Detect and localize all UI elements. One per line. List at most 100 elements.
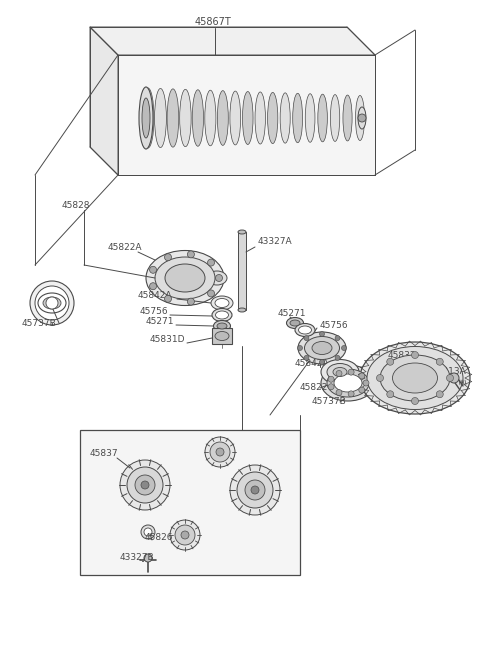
Ellipse shape [214, 320, 230, 331]
Circle shape [187, 251, 194, 258]
Text: 45271: 45271 [146, 318, 175, 326]
Ellipse shape [321, 365, 375, 401]
Ellipse shape [327, 369, 369, 397]
Circle shape [328, 376, 334, 383]
Circle shape [298, 345, 302, 350]
Ellipse shape [334, 374, 362, 392]
Text: 45271: 45271 [278, 309, 307, 318]
Ellipse shape [367, 346, 463, 409]
Circle shape [358, 114, 366, 122]
Circle shape [127, 467, 163, 503]
Circle shape [411, 398, 419, 405]
Circle shape [320, 360, 324, 364]
Circle shape [446, 375, 454, 381]
Ellipse shape [267, 92, 278, 143]
Text: 45867T: 45867T [195, 17, 232, 27]
Ellipse shape [180, 89, 191, 147]
Circle shape [30, 281, 74, 325]
Ellipse shape [205, 90, 216, 146]
Circle shape [411, 352, 419, 358]
Text: 45822: 45822 [300, 383, 328, 392]
Circle shape [336, 390, 342, 396]
Ellipse shape [330, 94, 340, 141]
Circle shape [46, 297, 58, 309]
Circle shape [341, 345, 347, 350]
Circle shape [359, 387, 365, 393]
Ellipse shape [43, 297, 61, 309]
Ellipse shape [155, 257, 215, 299]
Circle shape [216, 274, 223, 282]
Text: 45737B: 45737B [312, 398, 347, 407]
Polygon shape [90, 27, 118, 175]
Text: 43327A: 43327A [258, 238, 293, 246]
Ellipse shape [293, 93, 302, 143]
Ellipse shape [356, 96, 364, 141]
Ellipse shape [217, 323, 227, 329]
Circle shape [150, 267, 156, 273]
Polygon shape [90, 27, 375, 55]
Ellipse shape [380, 355, 450, 401]
Circle shape [210, 442, 230, 462]
Circle shape [336, 371, 342, 377]
Circle shape [181, 531, 189, 539]
Ellipse shape [192, 90, 204, 146]
Text: 45832: 45832 [388, 350, 417, 360]
Ellipse shape [333, 367, 347, 377]
Ellipse shape [205, 437, 235, 467]
Text: 45828: 45828 [62, 200, 91, 210]
Text: 45813A: 45813A [432, 367, 467, 377]
Ellipse shape [321, 360, 359, 384]
Ellipse shape [360, 342, 470, 414]
Ellipse shape [142, 88, 154, 148]
Text: 45756: 45756 [320, 320, 348, 329]
Ellipse shape [120, 460, 170, 510]
Ellipse shape [211, 296, 233, 310]
Ellipse shape [139, 87, 153, 149]
Ellipse shape [167, 89, 179, 147]
Circle shape [150, 283, 156, 290]
Circle shape [175, 525, 195, 545]
Ellipse shape [305, 94, 315, 142]
Ellipse shape [295, 324, 315, 337]
Ellipse shape [165, 264, 205, 292]
Circle shape [165, 295, 171, 303]
Ellipse shape [212, 309, 232, 322]
Circle shape [387, 358, 394, 365]
Circle shape [251, 486, 259, 494]
Bar [80, 430, 300, 575]
Ellipse shape [230, 91, 240, 145]
Ellipse shape [290, 320, 300, 326]
Circle shape [359, 373, 365, 379]
Circle shape [144, 528, 152, 536]
Circle shape [237, 472, 273, 508]
Circle shape [187, 298, 194, 305]
Ellipse shape [255, 92, 265, 144]
Ellipse shape [141, 525, 155, 539]
Ellipse shape [358, 107, 366, 129]
Text: 45837: 45837 [90, 449, 119, 457]
Ellipse shape [242, 92, 253, 145]
Text: 45822A: 45822A [108, 244, 143, 252]
Ellipse shape [238, 308, 246, 312]
Ellipse shape [217, 90, 228, 145]
Text: 45826: 45826 [145, 533, 173, 542]
Circle shape [436, 391, 443, 398]
Circle shape [348, 391, 354, 397]
Text: 45737B: 45737B [22, 318, 57, 328]
Circle shape [449, 373, 459, 383]
Polygon shape [118, 55, 375, 175]
Circle shape [320, 331, 324, 337]
Text: 43327B: 43327B [120, 553, 155, 563]
Circle shape [335, 335, 340, 341]
Circle shape [304, 335, 309, 341]
Ellipse shape [238, 230, 246, 234]
Ellipse shape [155, 88, 167, 147]
Ellipse shape [207, 271, 227, 285]
Ellipse shape [312, 341, 332, 354]
Text: 45842A: 45842A [138, 291, 172, 301]
Circle shape [335, 356, 340, 360]
Text: 45756: 45756 [140, 307, 168, 316]
Ellipse shape [142, 98, 150, 138]
Ellipse shape [215, 299, 229, 307]
Ellipse shape [215, 331, 229, 341]
